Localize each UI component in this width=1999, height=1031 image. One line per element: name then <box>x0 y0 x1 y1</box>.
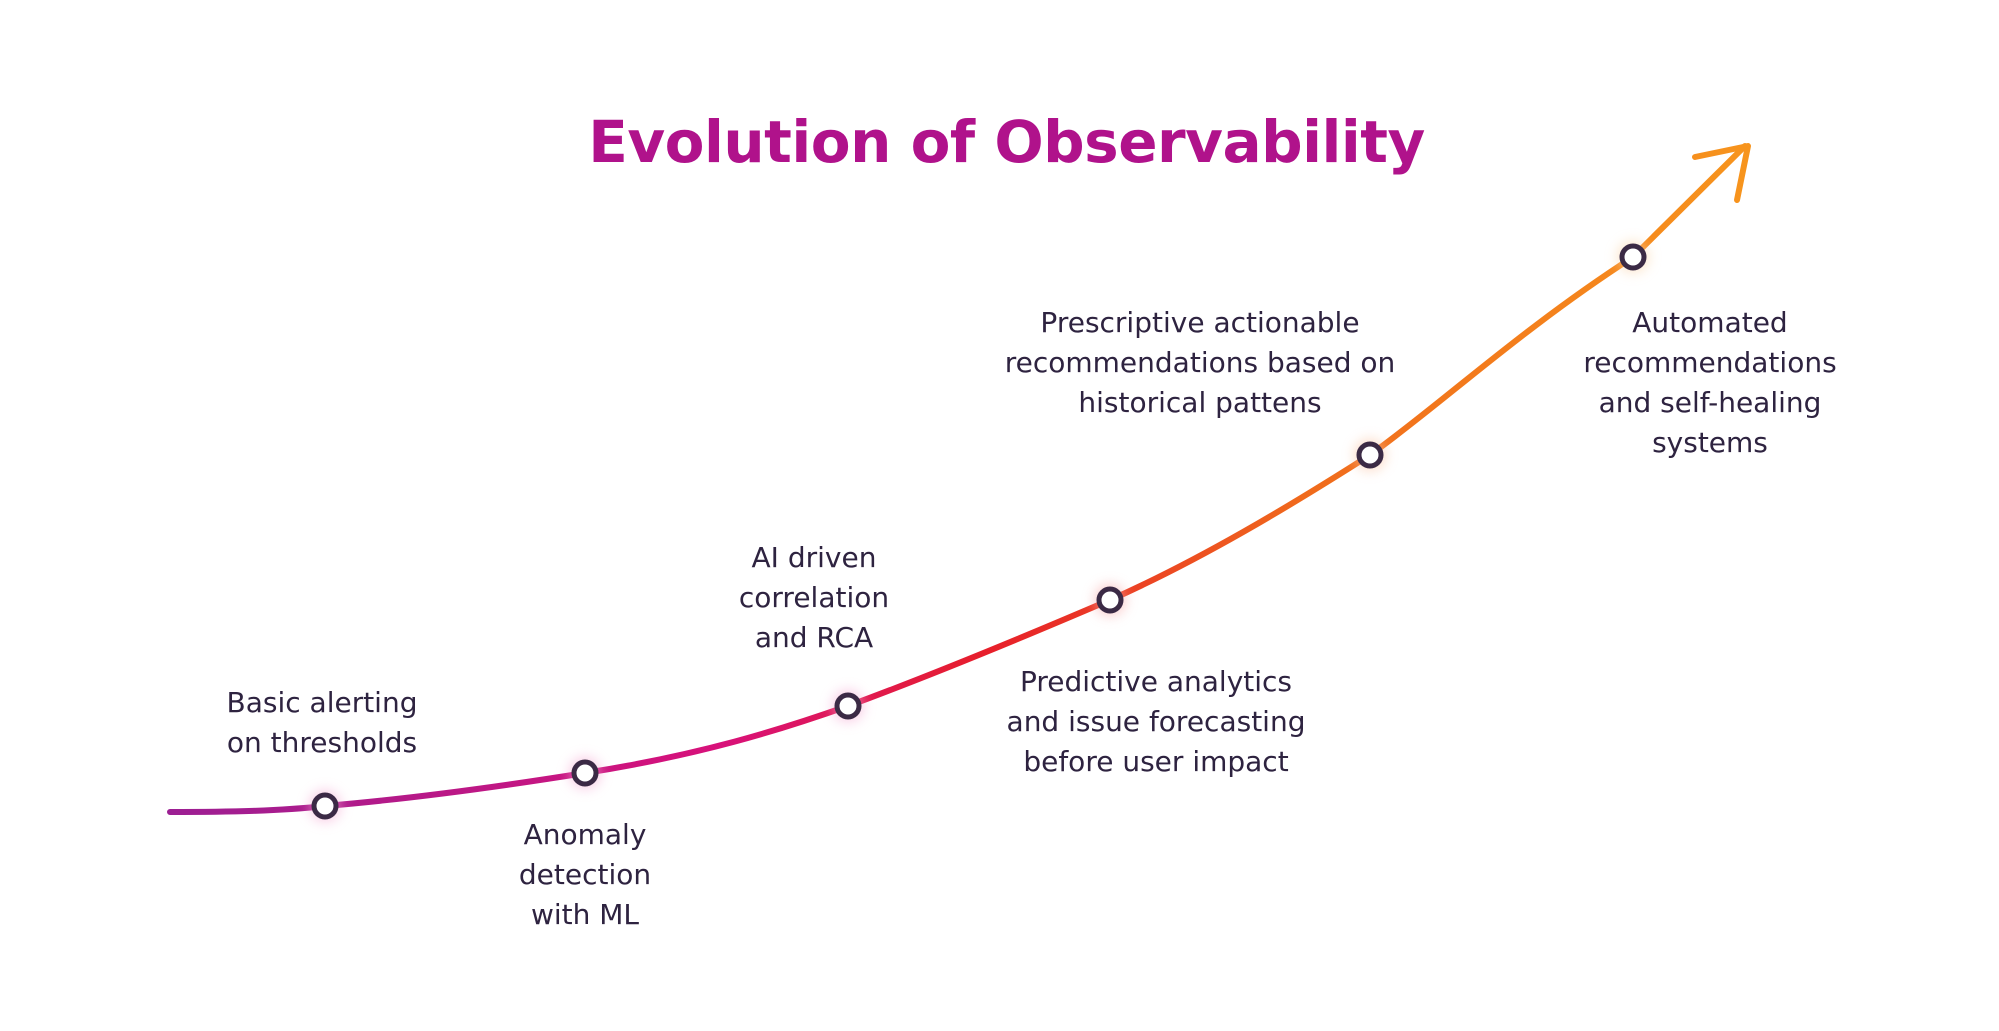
milestone-node-1 <box>309 790 341 822</box>
label-line: recommendations based on <box>1004 346 1396 379</box>
milestone-node-6 <box>1617 241 1649 273</box>
label-line: detection <box>518 858 652 891</box>
label-line: systems <box>1652 426 1768 459</box>
arrowhead-icon <box>1692 143 1751 203</box>
growth-curve <box>167 143 1748 815</box>
label-line: correlation <box>738 581 890 614</box>
milestone-node-2 <box>569 757 601 789</box>
milestone-node-5 <box>1354 439 1386 471</box>
milestone-label-ai-correlation: AI driven correlation and RCA <box>714 538 914 658</box>
milestone-label-basic-alerting: Basic alerting on thresholds <box>222 683 422 763</box>
label-line: before user impact <box>1023 745 1289 778</box>
milestone-node-3 <box>832 690 864 722</box>
label-line: Prescriptive actionable <box>1040 306 1360 339</box>
label-line: Automated <box>1632 306 1788 339</box>
label-line: historical pattens <box>1078 386 1322 419</box>
label-line: with ML <box>530 898 640 931</box>
label-line: AI driven <box>751 541 877 574</box>
label-line: Basic alerting <box>226 686 418 719</box>
milestone-label-predictive-analytics: Predictive analytics and issue forecasti… <box>976 662 1336 782</box>
label-line: recommendations <box>1583 346 1837 379</box>
page-title: Evolution of Observability <box>588 108 1425 176</box>
milestone-node-4 <box>1094 584 1126 616</box>
label-line: and RCA <box>754 621 874 654</box>
label-line: Predictive analytics <box>1019 665 1293 698</box>
label-line: and self-healing <box>1598 386 1822 419</box>
label-line: Anomaly <box>523 818 647 851</box>
label-line: and issue forecasting <box>1006 705 1306 738</box>
label-line: on thresholds <box>226 726 418 759</box>
milestone-label-prescriptive-recommendations: Prescriptive actionable recommendations … <box>990 303 1410 423</box>
milestone-label-anomaly-detection: Anomaly detection with ML <box>485 815 685 935</box>
milestone-label-automated-self-healing: Automated recommendations and self-heali… <box>1560 303 1860 463</box>
